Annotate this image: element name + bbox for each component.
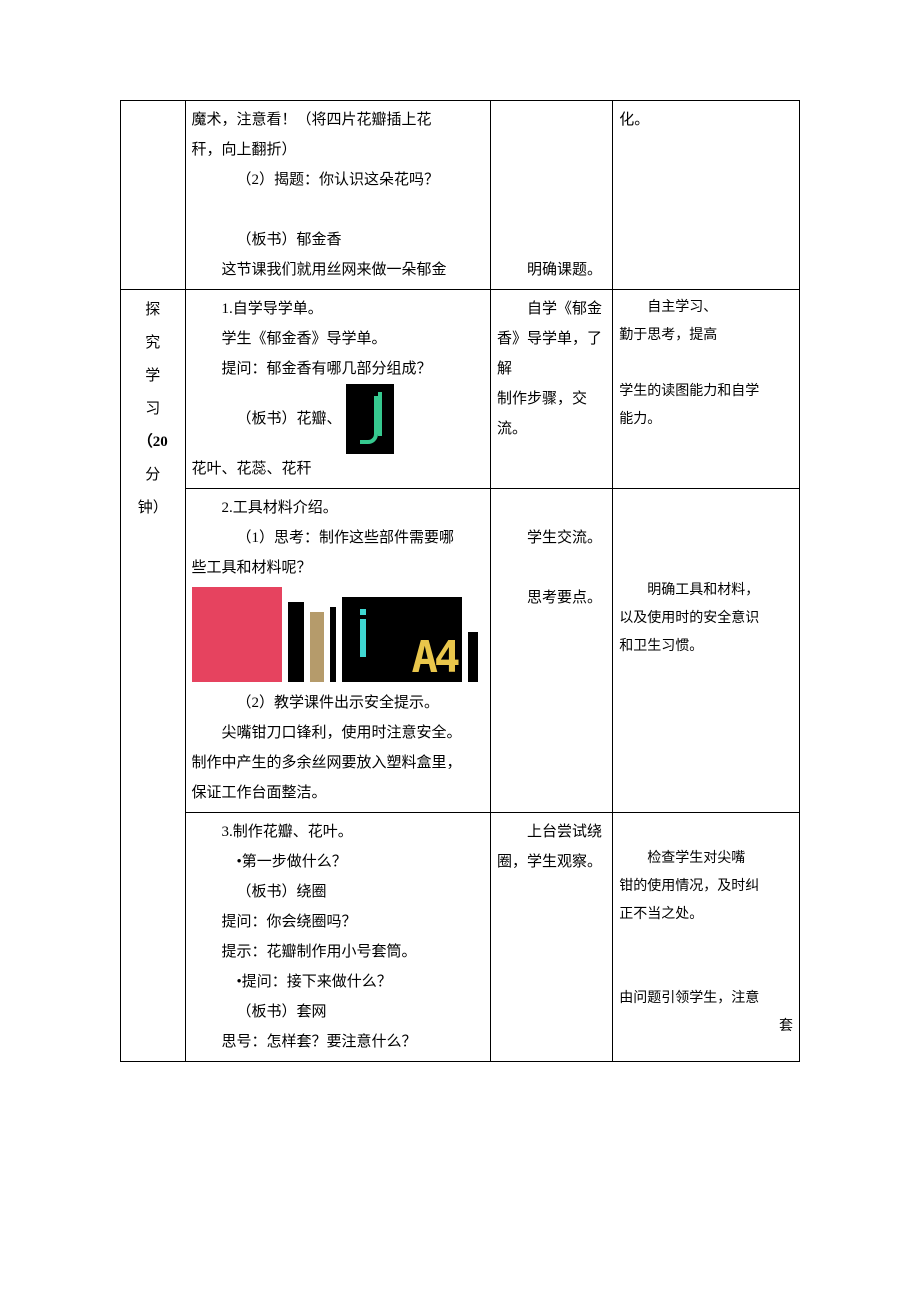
text: 思号：怎样套？要注意什么？ [222,1034,417,1050]
text: 流。 [497,421,527,437]
text: 学生《郁金香》导学单。 [222,331,387,347]
table-row: 3.制作花瓣、花叶。 •第一步做什么？ （板书）绕圈 提问：你会绕圈吗？ 提示：… [121,813,800,1062]
text: （板书）套网 [237,1004,327,1020]
text: 勤于思考，提高 [619,328,717,343]
text: （板书）郁金香 [237,232,342,248]
tool-image: A4 [342,597,462,682]
text: 这节课我们就用丝网来做一朵郁金 [222,262,447,278]
text: 思考要点。 [527,590,602,606]
text: 化。 [619,112,649,128]
text: 钳的使用情况，及时纠 [619,879,759,894]
student-activity-cell: 明确课题。 [491,101,613,290]
table-row: 2.工具材料介绍。 （1）思考：制作这些部件需要哪 些工具和材料呢？ A4 （2… [121,489,800,813]
text: 钟） [138,492,168,525]
text: 3.制作花瓣、花叶。 [222,824,353,840]
text: 能力。 [619,412,661,427]
tool-image [310,612,324,682]
stage-label: 探 究 学 习 （20 分 钟） [127,294,179,525]
teacher-activity-cell: 2.工具材料介绍。 （1）思考：制作这些部件需要哪 些工具和材料呢？ A4 （2… [185,489,491,813]
design-intent-cell: 自主学习、 勤于思考，提高 学生的读图能力和自学 能力。 [613,290,800,489]
text: 制作步骤，交 [497,391,587,407]
text: 上台尝试绕 [527,824,602,840]
text: 明确课题。 [527,262,602,278]
text: 套 [779,1019,793,1034]
design-intent-cell: 明确工具和材料， 以及使用时的安全意识 和卫生习惯。 [613,489,800,813]
text: 和卫生习惯。 [619,639,703,654]
text: 以及使用时的安全意识 [619,611,759,626]
text: 魔术，注意看！（将四片花瓣插上花 [192,112,432,128]
text: 究 [145,327,160,360]
text: 圈，学生观察。 [497,854,602,870]
text: （20 [138,426,168,459]
text: 提问：你会绕圈吗？ [222,914,357,930]
text: 分 [145,459,160,492]
text: •提问：接下来做什么？ [237,974,392,990]
design-intent-cell: 检查学生对尖嘴 钳的使用情况，及时纠 正不当之处。 由问题引领学生，注意 套 [613,813,800,1062]
tool-image [192,587,282,682]
stage-cell-empty [121,101,186,290]
lesson-plan-table: 魔术，注意看！（将四片花瓣插上花 秆，向上翻折） （2）揭题：你认识这朵花吗？ … [120,100,800,1062]
tool-images: A4 [192,587,485,682]
text: 学生交流。 [527,530,602,546]
tool-image [288,602,304,682]
student-activity-cell: 学生交流。 思考要点。 [491,489,613,813]
text: 明确工具和材料， [647,583,759,598]
text: 花叶、花蕊、花秆 [192,461,312,477]
table-row: 魔术，注意看！（将四片花瓣插上花 秆，向上翻折） （2）揭题：你认识这朵花吗？ … [121,101,800,290]
figure-j-icon [346,384,394,454]
page: 魔术，注意看！（将四片花瓣插上花 秆，向上翻折） （2）揭题：你认识这朵花吗？ … [0,0,920,1122]
text: 2.工具材料介绍。 [222,500,338,516]
tool-image [330,607,336,682]
teacher-activity-cell: 魔术，注意看！（将四片花瓣插上花 秆，向上翻折） （2）揭题：你认识这朵花吗？ … [185,101,491,290]
teacher-activity-cell: 1.自学导学单。 学生《郁金香》导学单。 提问：郁金香有哪几部分组成？ （板书）… [185,290,491,489]
text: •第一步做什么？ [237,854,347,870]
text: （2）教学课件出示安全提示。 [237,695,440,711]
text: 正不当之处。 [619,907,703,922]
text: 些工具和材料呢？ [192,560,312,576]
text: 学生的读图能力和自学 [619,384,759,399]
text: 检查学生对尖嘴 [647,851,745,866]
text: 自主学习、 [647,300,717,315]
text: （1）思考：制作这些部件需要哪 [237,530,455,546]
text: （板书）花瓣、 [237,411,342,427]
text: 探 [145,294,160,327]
text: 学 [145,360,160,393]
design-intent-cell: 化。 [613,101,800,290]
text: （板书）绕圈 [237,884,327,900]
text: （2）揭题：你认识这朵花吗？ [237,172,440,188]
text: 尖嘴钳刀口锋利，使用时注意安全。 [222,725,462,741]
text: 自学《郁金 [527,301,602,317]
text: 1.自学导学单。 [222,301,323,317]
text: 由问题引领学生，注意 [619,991,759,1006]
student-activity-cell: 自学《郁金 香》导学单，了解 制作步骤，交 流。 [491,290,613,489]
table-row: 探 究 学 习 （20 分 钟） 1.自学导学单。 学生《郁金香》导学单。 提问… [121,290,800,489]
text: 香》导学单，了解 [497,331,602,377]
text: 秆，向上翻折） [192,142,297,158]
tool-image [468,632,478,682]
text: 习 [145,393,160,426]
stage-label-cell: 探 究 学 习 （20 分 钟） [121,290,186,1062]
text: 提问：郁金香有哪几部分组成？ [222,361,432,377]
text: 提示：花瓣制作用小号套筒。 [222,944,417,960]
text: 制作中产生的多余丝网要放入塑料盒里， [192,755,462,771]
teacher-activity-cell: 3.制作花瓣、花叶。 •第一步做什么？ （板书）绕圈 提问：你会绕圈吗？ 提示：… [185,813,491,1062]
student-activity-cell: 上台尝试绕 圈，学生观察。 [491,813,613,1062]
text: 保证工作台面整洁。 [192,785,327,801]
